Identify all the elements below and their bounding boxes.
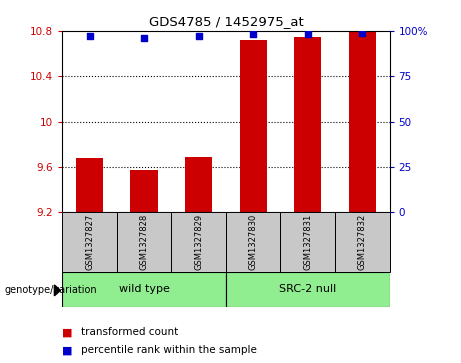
Text: GSM1327828: GSM1327828 xyxy=(140,214,148,270)
Point xyxy=(195,33,202,39)
Bar xyxy=(76,158,103,212)
Text: wild type: wild type xyxy=(118,285,170,294)
Text: ■: ■ xyxy=(62,345,73,355)
Point xyxy=(86,33,93,39)
Text: transformed count: transformed count xyxy=(81,327,178,337)
Bar xyxy=(335,212,390,272)
Bar xyxy=(185,157,212,212)
Text: GSM1327829: GSM1327829 xyxy=(194,214,203,270)
Bar xyxy=(280,212,335,272)
Bar xyxy=(130,170,158,212)
Text: genotype/variation: genotype/variation xyxy=(5,285,97,295)
Bar xyxy=(240,40,267,212)
Text: GSM1327832: GSM1327832 xyxy=(358,214,367,270)
Text: SRC-2 null: SRC-2 null xyxy=(279,285,337,294)
Point xyxy=(304,32,311,37)
Point xyxy=(140,35,148,41)
Bar xyxy=(226,212,280,272)
Bar xyxy=(171,212,226,272)
Bar xyxy=(62,212,117,272)
Text: GSM1327827: GSM1327827 xyxy=(85,214,94,270)
Bar xyxy=(117,212,171,272)
Bar xyxy=(294,37,321,212)
Text: GSM1327831: GSM1327831 xyxy=(303,214,312,270)
Bar xyxy=(226,272,390,307)
Text: GSM1327830: GSM1327830 xyxy=(248,214,258,270)
Bar xyxy=(349,31,376,212)
Text: ■: ■ xyxy=(62,327,73,337)
Title: GDS4785 / 1452975_at: GDS4785 / 1452975_at xyxy=(148,15,303,28)
Point xyxy=(359,30,366,36)
Point xyxy=(249,32,257,37)
Text: percentile rank within the sample: percentile rank within the sample xyxy=(81,345,257,355)
Polygon shape xyxy=(54,285,60,296)
Bar xyxy=(62,272,226,307)
